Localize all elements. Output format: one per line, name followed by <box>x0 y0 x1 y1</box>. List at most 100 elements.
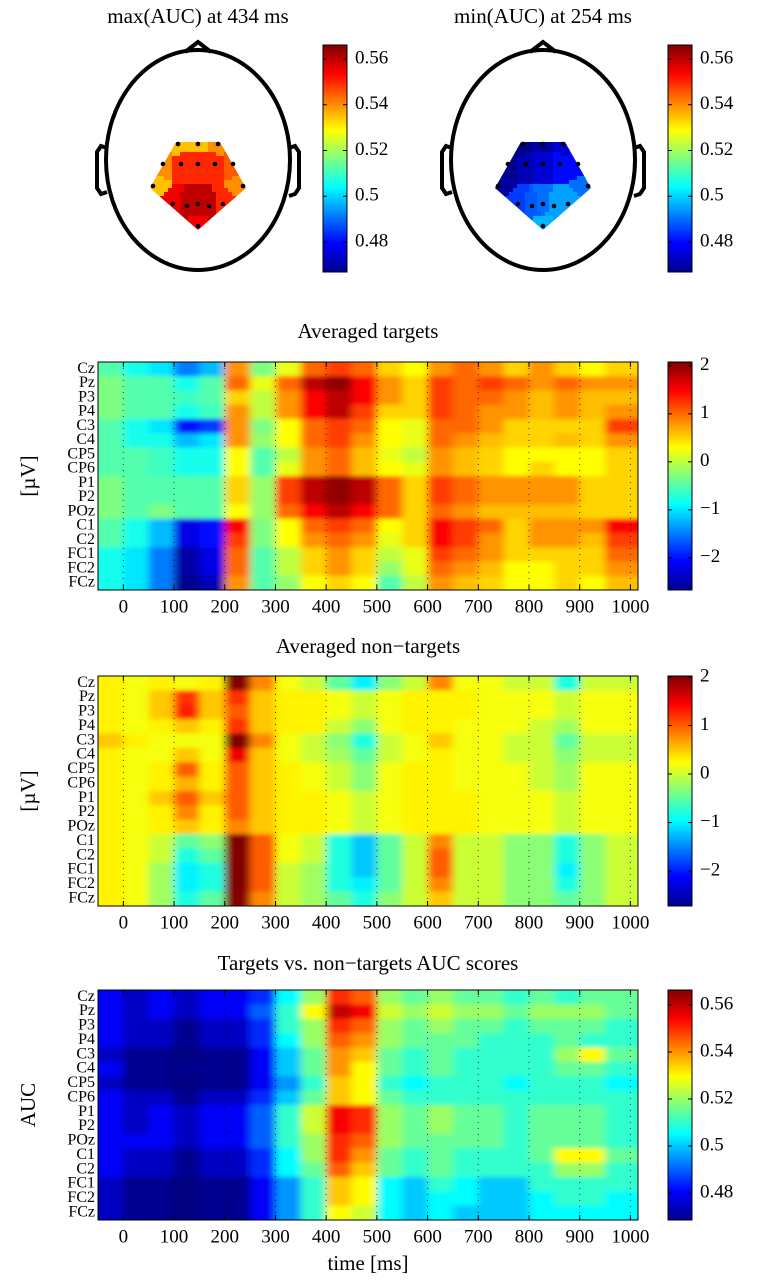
heatmap-cell <box>326 504 353 520</box>
heatmap-cell <box>503 877 530 893</box>
topomap-cell <box>577 168 582 173</box>
heatmap-cell <box>199 1162 226 1178</box>
topomap-cell <box>228 204 233 209</box>
heatmap-cell <box>579 791 606 806</box>
heatmap-cell <box>174 747 201 763</box>
topomap-cell <box>228 216 233 221</box>
topomap-cell <box>224 216 229 221</box>
y-tick-label: Cz <box>77 360 95 377</box>
topomap-cell <box>160 228 165 230</box>
heatmap-cell <box>250 533 277 548</box>
topomap-cell <box>228 200 233 205</box>
x-tick-label: 800 <box>515 596 544 617</box>
topomap-cell <box>232 156 237 161</box>
topomap-cell <box>164 196 169 201</box>
heatmap-cell <box>478 690 505 706</box>
heatmap-cell <box>452 490 479 506</box>
topomap-cell <box>208 188 213 193</box>
topomap-cell <box>156 148 161 153</box>
topomap-cell <box>581 208 586 213</box>
heatmap-cell <box>326 1047 353 1063</box>
topomap-cell <box>152 160 157 165</box>
heatmap-cell <box>123 461 150 477</box>
heatmap-cell <box>376 1004 403 1020</box>
topomap-cell <box>212 196 217 201</box>
topomap-cell <box>537 164 542 169</box>
heatmap-cell <box>300 747 327 763</box>
topomap-cell <box>224 156 229 161</box>
heatmap-cell <box>174 419 201 434</box>
topomap-cell <box>150 144 153 149</box>
topomap-cell <box>200 220 205 225</box>
electrode <box>585 183 591 189</box>
heatmap-cell <box>199 719 226 735</box>
heatmap-cell <box>250 490 277 506</box>
heatmap-cell <box>224 504 251 520</box>
topomap-cell <box>232 192 237 197</box>
colorbar-tick-label: 0.52 <box>700 139 733 160</box>
heatmap-cell <box>376 547 403 563</box>
topomap-cell <box>497 156 502 161</box>
topomap-cell <box>208 164 213 169</box>
topomap-cell <box>192 216 197 221</box>
topomap-cell <box>168 160 173 165</box>
heatmap-cell <box>478 762 505 778</box>
topomap-cell <box>509 148 514 153</box>
heatmap-cell <box>174 848 201 864</box>
heatmap-cell <box>300 476 327 491</box>
heatmap-cell <box>402 862 429 878</box>
y-tick-label: C4 <box>76 431 95 448</box>
topomap-cell <box>192 188 197 193</box>
heatmap-cell <box>174 1004 201 1020</box>
heatmap-cell <box>402 533 429 548</box>
colorbar-tick-label: 0.52 <box>355 139 388 160</box>
heatmap-cell <box>427 1033 454 1049</box>
topomap-cell <box>224 212 229 217</box>
topomap-cell <box>521 148 526 153</box>
heatmap-cell <box>199 533 226 548</box>
topomap-cell <box>529 144 534 149</box>
topomap-cell <box>236 144 241 149</box>
topomap-cell <box>184 188 189 193</box>
heatmap-cell <box>199 1191 226 1207</box>
topomap-cell <box>505 228 510 230</box>
topomap-cell <box>561 176 566 181</box>
topomap-cell <box>585 204 590 209</box>
topomap-cell <box>164 200 169 205</box>
topomap-cell <box>164 228 169 230</box>
topomap-cell <box>569 148 574 153</box>
topomap-cell <box>228 168 233 173</box>
heatmap-cell <box>376 990 403 1005</box>
topomap-cell <box>495 192 498 197</box>
heatmap-cell <box>376 1047 403 1063</box>
heatmap-cell <box>605 819 638 835</box>
topomap-cell <box>168 152 173 157</box>
topomap-cell <box>200 188 205 193</box>
topomap-cell <box>172 176 177 181</box>
colorbar-tick-label: 0.5 <box>355 185 379 206</box>
heatmap-cell <box>605 461 638 477</box>
topomap-cell <box>589 204 591 209</box>
topomap-cell <box>212 148 217 153</box>
heatmap-cell <box>528 547 555 563</box>
heatmap-cell <box>199 733 226 749</box>
topomap-cell <box>529 168 534 173</box>
topomap-cell <box>577 212 582 217</box>
heatmap-cell <box>174 476 201 491</box>
heatmap-cell <box>250 676 277 691</box>
heatmap-cell <box>123 1191 150 1207</box>
heatmap-cell <box>528 447 555 463</box>
topomap-cell <box>156 196 161 201</box>
topomap-cell <box>192 156 197 161</box>
topomap-cell <box>164 172 169 177</box>
heatmap-cell <box>503 834 530 850</box>
heatmap-cell <box>528 877 555 893</box>
heatmap-cell <box>174 504 201 520</box>
heatmap-cell <box>478 776 505 792</box>
heatmap-cell <box>452 1105 479 1120</box>
heatmap <box>98 990 638 1220</box>
heatmap-cell <box>326 518 353 534</box>
x-tick-label: 600 <box>413 1226 442 1247</box>
topomap-cell <box>208 148 213 153</box>
topomap-cell <box>589 172 591 177</box>
